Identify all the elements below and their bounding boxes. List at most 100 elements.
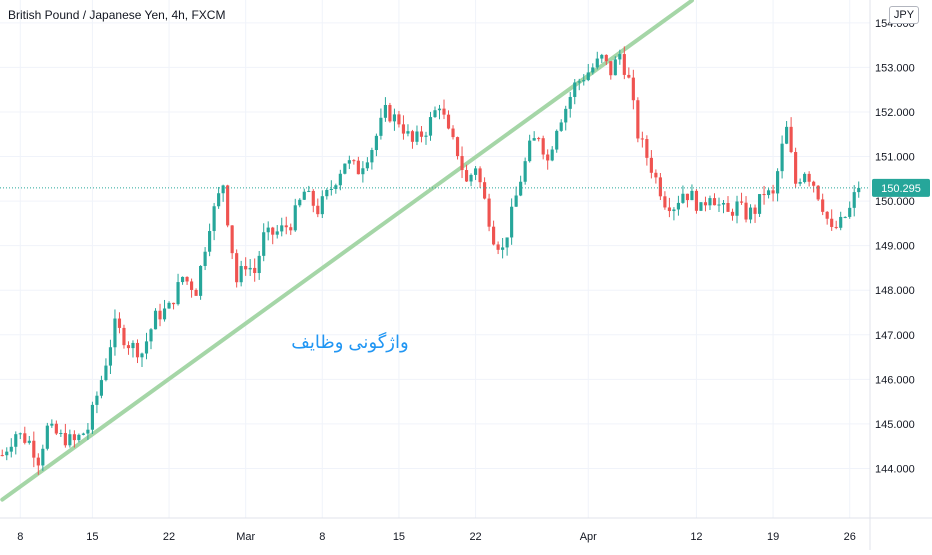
candle (316, 198, 320, 218)
x-tick-label: 12 (690, 531, 702, 543)
currency-badge[interactable]: JPY (889, 6, 919, 24)
candle (406, 124, 410, 137)
candle (0, 449, 4, 457)
candle (18, 432, 22, 440)
candle (235, 249, 239, 288)
candle (573, 79, 577, 105)
candle (257, 250, 261, 280)
candle (9, 438, 13, 458)
candle (703, 196, 708, 212)
candle (397, 110, 401, 128)
candle (523, 157, 527, 185)
candle (699, 202, 703, 212)
candle (636, 97, 640, 143)
annotation-text[interactable]: واژگونی وظایف (291, 331, 408, 353)
candle (415, 125, 419, 146)
candle (307, 185, 311, 193)
candle (401, 115, 406, 140)
x-tick-label: 15 (393, 531, 405, 543)
trendline[interactable] (0, 0, 694, 502)
candle (654, 169, 658, 184)
candle (473, 166, 478, 181)
candle (334, 183, 338, 194)
candle (68, 429, 72, 448)
candle (483, 177, 487, 200)
candle (356, 156, 360, 175)
candle (239, 260, 243, 287)
candle (604, 54, 608, 66)
candle (59, 429, 63, 437)
candle (140, 352, 144, 368)
candle (410, 129, 415, 149)
candle (199, 265, 203, 300)
candle (117, 312, 122, 334)
candle (510, 198, 514, 245)
candle (41, 444, 45, 471)
candle (370, 147, 374, 170)
candle (320, 190, 324, 219)
candle (455, 136, 460, 160)
candle (284, 216, 288, 235)
candle (505, 237, 509, 256)
candle (640, 131, 644, 148)
candle (532, 131, 536, 141)
candle (275, 225, 279, 239)
candle (555, 129, 559, 153)
annotation-layer[interactable]: واژگونی وظایف (291, 331, 408, 353)
candle (591, 63, 595, 75)
y-tick-label: 151.000 (875, 152, 915, 164)
candle (537, 136, 541, 142)
y-tick-label: 144.000 (875, 463, 915, 475)
candle (834, 220, 838, 230)
candle (424, 131, 428, 145)
candle (14, 431, 18, 455)
candle (338, 169, 342, 191)
candle (496, 241, 500, 255)
candle (685, 193, 690, 208)
x-tick-label: 8 (17, 531, 23, 543)
candle (325, 188, 329, 200)
candles-layer (0, 46, 861, 475)
candle (735, 195, 739, 224)
grid-lines (0, 0, 870, 518)
candle (162, 299, 167, 322)
candle (50, 419, 54, 428)
candle (464, 164, 469, 182)
current-price-layer: 150.295 (0, 178, 930, 197)
candle (469, 173, 473, 187)
candle (789, 117, 793, 154)
candle (153, 308, 158, 330)
candle (176, 273, 180, 306)
candle (771, 184, 775, 202)
candle (289, 223, 293, 235)
candle (852, 185, 856, 217)
candle (546, 149, 550, 170)
candle (54, 420, 58, 436)
candle (144, 332, 149, 360)
trendline-layer[interactable] (0, 0, 694, 502)
candle (730, 208, 735, 221)
candle (694, 189, 699, 214)
y-tick-label: 146.000 (875, 374, 915, 386)
x-tick-label: 15 (86, 531, 98, 543)
y-tick-label: 153.000 (875, 62, 915, 74)
candle (514, 186, 518, 207)
candle (388, 102, 392, 123)
candle (451, 125, 455, 140)
candle (681, 185, 685, 204)
candle (217, 186, 221, 209)
candle (171, 302, 176, 310)
candle (726, 196, 730, 212)
candle (622, 46, 626, 80)
candle (72, 430, 76, 448)
candle (122, 324, 126, 349)
candle (208, 223, 212, 257)
candle (446, 110, 451, 130)
y-tick-label: 147.000 (875, 330, 915, 342)
candle (830, 209, 834, 231)
candle (595, 51, 599, 70)
candle (577, 78, 581, 91)
candle (649, 150, 653, 179)
